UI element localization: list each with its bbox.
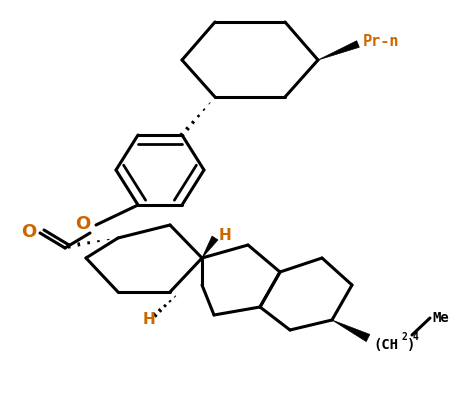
Text: Pr-n: Pr-n	[363, 34, 399, 49]
Text: O: O	[75, 215, 90, 233]
Text: ): )	[407, 338, 415, 352]
Text: 2: 2	[401, 332, 407, 342]
Text: O: O	[21, 223, 37, 241]
Polygon shape	[318, 41, 359, 60]
Text: (CH: (CH	[373, 338, 398, 352]
Text: H: H	[143, 311, 156, 326]
Text: H: H	[219, 228, 232, 243]
Text: 4: 4	[413, 332, 419, 342]
Polygon shape	[332, 320, 370, 341]
Text: Me: Me	[432, 311, 449, 325]
Polygon shape	[202, 236, 218, 258]
